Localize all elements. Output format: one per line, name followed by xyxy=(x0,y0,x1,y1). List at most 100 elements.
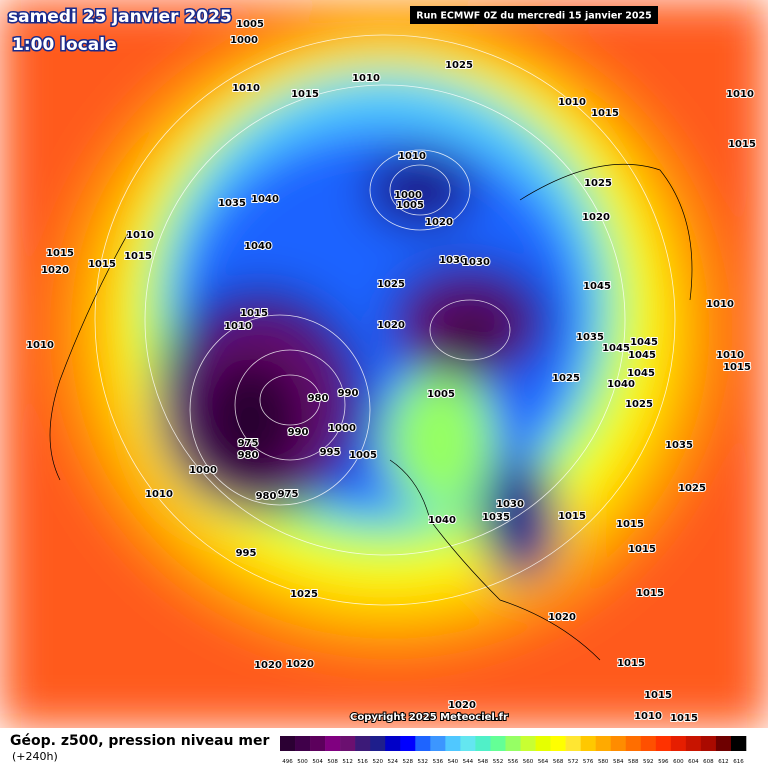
run-label: Run ECMWF 0Z du mercredi 15 janvier 2025 xyxy=(416,11,651,22)
colorbar-swatch xyxy=(385,736,401,751)
isobar-label: 1045 xyxy=(628,350,656,361)
colorbar-swatch xyxy=(715,736,732,751)
isobar-label: 1010 xyxy=(558,97,586,108)
isobar-label: 1010 xyxy=(352,73,380,84)
colorbar-label: 608 xyxy=(703,759,714,765)
colorbar-swatch xyxy=(490,736,506,751)
isobar-label: 1040 xyxy=(428,515,456,526)
isobar-label: 1010 xyxy=(716,350,744,361)
isobar-label: 1010 xyxy=(634,711,662,722)
isobar-label: 1040 xyxy=(251,194,279,205)
colorbar-swatch xyxy=(400,736,416,751)
isobar-label: 1000 xyxy=(189,465,217,476)
colorbar-swatch xyxy=(430,736,446,751)
isobar-label: 990 xyxy=(288,427,309,438)
isobar-label: 1025 xyxy=(445,60,473,71)
isobar-label: 1045 xyxy=(602,343,630,354)
colorbar-swatch xyxy=(565,736,581,751)
colorbar-label: 604 xyxy=(688,759,699,765)
colorbar-label: 556 xyxy=(508,759,519,765)
isobar-label: 1015 xyxy=(88,259,116,270)
isobar-label: 1030 xyxy=(496,499,524,510)
colorbar-label: 560 xyxy=(523,759,534,765)
colorbar-swatch xyxy=(520,736,536,751)
colorbar-swatch xyxy=(475,736,491,751)
colorbar-swatch xyxy=(580,736,596,751)
isobar-label: 1020 xyxy=(377,320,405,331)
isobar-label: 1025 xyxy=(584,178,612,189)
isobar-label: 980 xyxy=(238,450,259,461)
colorbar-swatch xyxy=(700,736,717,751)
colorbar-swatch xyxy=(355,736,371,751)
title: samedi 25 janvier 2025 xyxy=(8,7,232,27)
isobar-label: 975 xyxy=(238,438,259,449)
isobar-label: 1020 xyxy=(286,659,314,670)
isobar-label: 1020 xyxy=(448,700,476,711)
isobar-label: 1015 xyxy=(728,139,756,150)
isobar-label: 1005 xyxy=(236,19,264,30)
isobar-label: 1020 xyxy=(582,212,610,223)
colorbar-label: 524 xyxy=(387,759,398,765)
colorbar-swatch xyxy=(370,736,386,751)
colorbar-label: 568 xyxy=(553,759,564,765)
field xyxy=(0,0,768,728)
colorbar: 496 500 504 508 512 516 520 524 528 532 536 540 544 5… xyxy=(280,736,747,765)
isobar-label: 1010 xyxy=(726,89,754,100)
isobar-label: 1010 xyxy=(26,340,54,351)
colorbar-swatch xyxy=(685,736,702,751)
isobar-label: 1035 xyxy=(665,440,693,451)
isobar-label: 1030 xyxy=(439,255,467,266)
colorbar-label: 600 xyxy=(673,759,684,765)
colorbar-swatch xyxy=(550,736,566,751)
colorbar-label: 552 xyxy=(493,759,504,765)
isobar-label: 1020 xyxy=(425,217,453,228)
isobar-label: 1015 xyxy=(616,519,644,530)
colorbar-label: 584 xyxy=(613,759,624,765)
colorbar-label: 576 xyxy=(583,759,594,765)
isobar-label: 1010 xyxy=(398,151,426,162)
colorbar-swatch xyxy=(310,736,326,751)
isobar-label: 1025 xyxy=(290,589,318,600)
colorbar-label: 496 xyxy=(282,759,293,765)
colorbar-label: 528 xyxy=(403,759,414,765)
isobar-label: 1015 xyxy=(291,89,319,100)
isobar-label: 1010 xyxy=(232,83,260,94)
colorbar-label: 564 xyxy=(538,759,549,765)
isobar-label: 1020 xyxy=(254,660,282,671)
isobar-label: 1015 xyxy=(124,251,152,262)
isobar-label: 1025 xyxy=(625,399,653,410)
isobar-label: 1025 xyxy=(552,373,580,384)
colorbar-label: 500 xyxy=(297,759,308,765)
isobar-labels: 1005100010101025101010151010101510101015… xyxy=(25,18,757,725)
isobar-label: 990 xyxy=(338,388,359,399)
isobar-label: 1010 xyxy=(145,489,173,500)
isobar-label: 1010 xyxy=(706,299,734,310)
isobar-label: 1045 xyxy=(627,368,655,379)
copyright: Copyright 2025 Meteociel.fr xyxy=(350,712,508,723)
isobar-label: 1005 xyxy=(427,389,455,400)
isobar-label: 1000 xyxy=(230,35,258,46)
colorbar-swatch xyxy=(730,736,747,751)
colorbar-label: 512 xyxy=(342,759,353,765)
colorbar-swatch xyxy=(505,736,521,751)
isobar-label: 1015 xyxy=(670,713,698,724)
isobar-label: 1015 xyxy=(558,511,586,522)
colorbar-label: 536 xyxy=(433,759,444,765)
isobar-label: 1005 xyxy=(396,200,424,211)
isobar-label: 980 xyxy=(256,491,277,502)
isobar-label: 1025 xyxy=(678,483,706,494)
colorbar-swatch xyxy=(415,736,431,751)
colorbar-swatch xyxy=(535,736,551,751)
isobar-label: 1010 xyxy=(224,321,252,332)
isobar-label: 1015 xyxy=(644,690,672,701)
lead-time: (+240h) xyxy=(12,750,58,763)
isobar-label: 1040 xyxy=(244,241,272,252)
colorbar-label: 520 xyxy=(372,759,383,765)
run-box xyxy=(410,6,658,24)
isobar-label: 1015 xyxy=(628,544,656,555)
isobar-label: 1015 xyxy=(723,362,751,373)
isobar-label: 1035 xyxy=(576,332,604,343)
isobar-label: 1015 xyxy=(636,588,664,599)
colorbar-swatch xyxy=(595,736,612,751)
